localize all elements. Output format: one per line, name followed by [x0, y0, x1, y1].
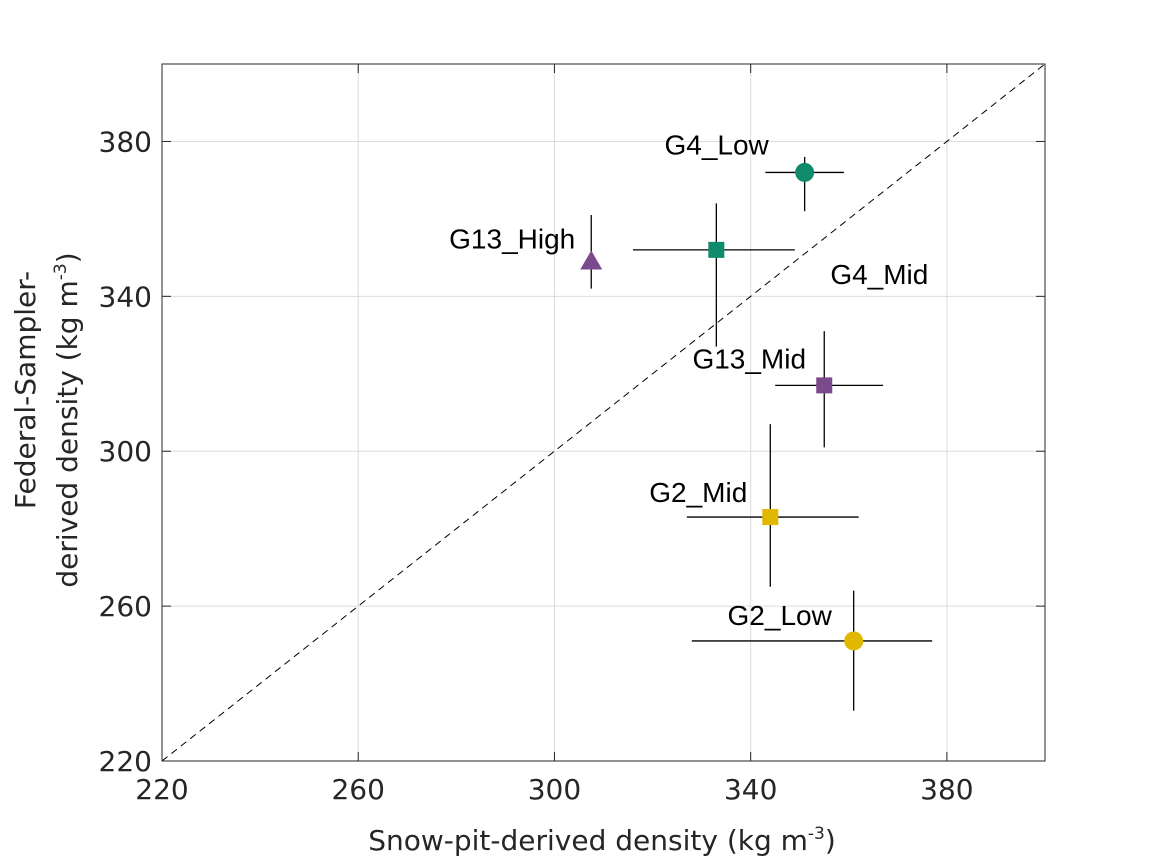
point-label: G13_High: [449, 223, 575, 254]
y-tick-label: 300: [99, 435, 152, 468]
data-point-g4-mid: [632, 203, 795, 347]
square-marker: [762, 509, 779, 526]
triangle-marker: [580, 250, 603, 270]
y-tick-label: 260: [99, 590, 152, 623]
data-point-g13-high: [580, 215, 603, 289]
data-point-g2-low: [691, 590, 933, 711]
data-point-g13-mid: [775, 331, 884, 448]
circle-marker: [795, 162, 815, 182]
point-label: G2_Mid: [649, 477, 747, 508]
y-axis-label-line1: Federal-Sampler-: [9, 271, 42, 509]
x-tick-label: 340: [724, 773, 777, 806]
plot-area-frame: [161, 63, 1046, 762]
x-tick-label: 380: [920, 773, 973, 806]
square-marker: [816, 377, 833, 394]
y-tick-label: 380: [99, 125, 152, 158]
axis-ticks: 220 260 300 340 380 220 260 300 340 380: [99, 64, 1045, 806]
x-axis-label: Snow-pit-derived density (kg m-3): [368, 824, 836, 857]
x-tick-label: 260: [331, 773, 384, 806]
x-tick-label: 220: [135, 773, 188, 806]
x-tick-label: 300: [528, 773, 581, 806]
y-axis-label-line2: derived density (kg m-3): [51, 252, 84, 587]
one-to-one-reference-line: [161, 63, 1046, 762]
point-label: G13_Mid: [692, 343, 806, 374]
data-point-g2-mid: [686, 424, 859, 587]
point-label: G4_Mid: [830, 259, 928, 290]
point-labels: G4_Low G4_Mid G13_High G13_Mid G2_Mid G2_Low: [449, 129, 928, 631]
y-tick-label: 340: [99, 280, 152, 313]
data-point-g4-low: [765, 156, 844, 212]
square-marker: [708, 241, 725, 258]
point-label: G2_Low: [728, 600, 833, 631]
circle-marker: [844, 631, 864, 651]
y-tick-label: 220: [99, 745, 152, 778]
data-points: [580, 156, 933, 711]
point-label: G4_Low: [664, 129, 769, 160]
